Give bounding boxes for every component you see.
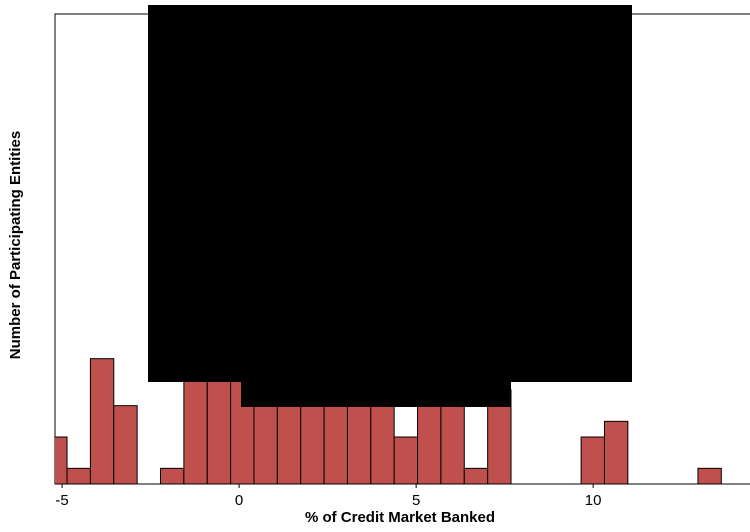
redaction	[241, 380, 511, 407]
bar	[66, 467, 91, 484]
bar	[393, 436, 419, 484]
x-tick-label: 10	[585, 492, 602, 509]
x-tick-label: 0	[235, 492, 243, 509]
x-tick-label: -5	[55, 492, 68, 509]
bar	[160, 467, 185, 484]
x-tick-label: 5	[412, 492, 420, 509]
bar	[89, 358, 115, 484]
bar	[697, 467, 722, 484]
y-axis-title: Number of Participating Entities	[7, 131, 24, 359]
bar	[55, 436, 68, 484]
bar	[463, 467, 489, 484]
bar	[113, 405, 138, 484]
redaction	[148, 5, 632, 382]
bar	[580, 436, 605, 484]
bar	[603, 420, 629, 484]
x-axis-title: % of Credit Market Banked	[305, 509, 495, 526]
